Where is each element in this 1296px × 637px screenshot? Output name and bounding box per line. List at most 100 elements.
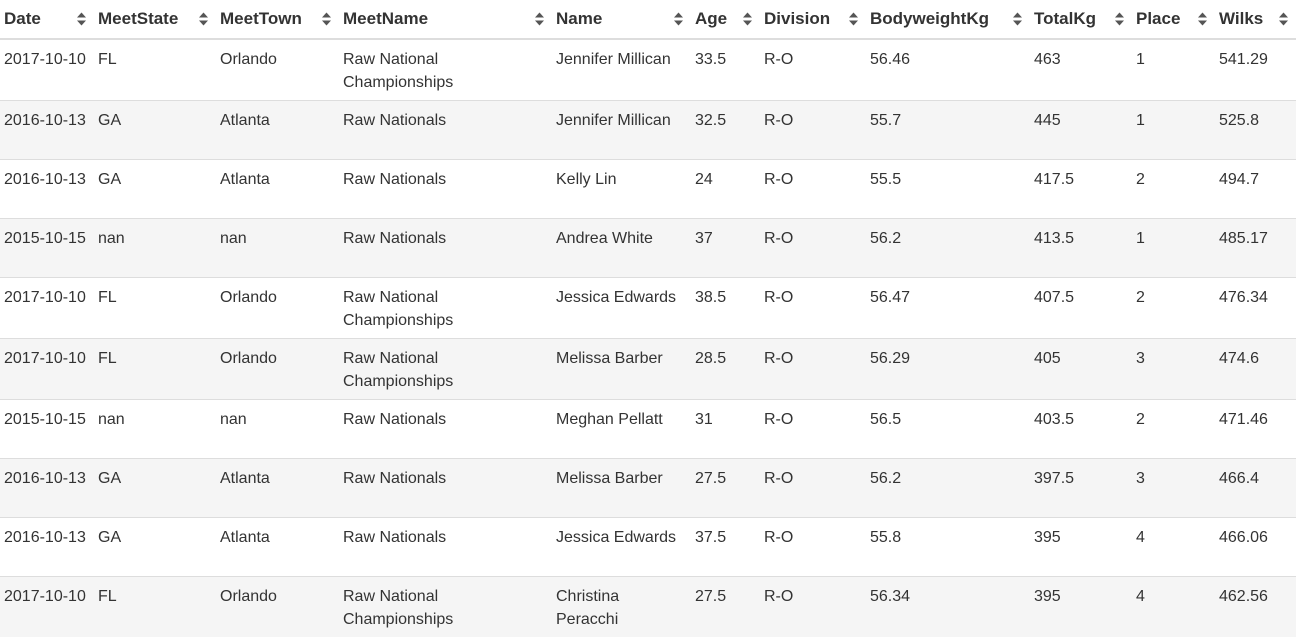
cell-division: R-O [760,459,866,518]
sort-both-icon[interactable] [1115,13,1124,26]
column-header-meetname[interactable]: MeetName [339,0,552,39]
cell-bodyweightkg: 56.29 [866,339,1030,400]
cell-division: R-O [760,278,866,339]
cell-date: 2016-10-13 [0,101,94,160]
sort-both-icon[interactable] [77,13,86,26]
cell-age: 24 [691,160,760,219]
cell-division: R-O [760,339,866,400]
cell-date: 2017-10-10 [0,339,94,400]
column-header-label: MeetName [343,9,428,29]
cell-name: Jennifer Millican [552,101,691,160]
sort-both-icon[interactable] [849,13,858,26]
cell-name: Andrea White [552,219,691,278]
cell-wilks: 541.29 [1215,39,1296,101]
sort-both-icon[interactable] [322,13,331,26]
cell-division: R-O [760,577,866,637]
cell-bodyweightkg: 56.2 [866,219,1030,278]
cell-meettown: Orlando [216,39,339,101]
cell-wilks: 476.34 [1215,278,1296,339]
cell-age: 27.5 [691,577,760,637]
cell-meettown: Orlando [216,577,339,637]
cell-place: 3 [1132,339,1215,400]
cell-bodyweightkg: 56.46 [866,39,1030,101]
cell-name: Jessica Edwards [552,278,691,339]
column-header-meetstate[interactable]: MeetState [94,0,216,39]
cell-age: 37.5 [691,518,760,577]
column-header-label: Place [1136,9,1180,29]
cell-wilks: 471.46 [1215,400,1296,459]
column-header-meettown[interactable]: MeetTown [216,0,339,39]
cell-meetstate: GA [94,160,216,219]
cell-meettown: Atlanta [216,101,339,160]
cell-wilks: 474.6 [1215,339,1296,400]
cell-meetstate: nan [94,219,216,278]
cell-division: R-O [760,39,866,101]
cell-date: 2016-10-13 [0,160,94,219]
cell-meetstate: FL [94,339,216,400]
cell-meettown: nan [216,400,339,459]
cell-wilks: 525.8 [1215,101,1296,160]
cell-name: Meghan Pellatt [552,400,691,459]
cell-place: 1 [1132,101,1215,160]
cell-meettown: Orlando [216,278,339,339]
column-header-bodyweightkg[interactable]: BodyweightKg [866,0,1030,39]
sort-both-icon[interactable] [199,13,208,26]
cell-meetname: Raw Nationals [339,459,552,518]
sort-both-icon[interactable] [535,13,544,26]
column-header-wilks[interactable]: Wilks [1215,0,1296,39]
cell-meetname: Raw National Championships [339,339,552,400]
column-header-label: BodyweightKg [870,9,989,29]
cell-age: 27.5 [691,459,760,518]
sort-both-icon[interactable] [1279,13,1288,26]
cell-bodyweightkg: 56.47 [866,278,1030,339]
sort-both-icon[interactable] [674,13,683,26]
sort-both-icon[interactable] [1013,13,1022,26]
column-header-label: Name [556,9,602,29]
column-header-label: Date [4,9,41,29]
cell-bodyweightkg: 55.5 [866,160,1030,219]
cell-meettown: Atlanta [216,518,339,577]
cell-place: 4 [1132,518,1215,577]
column-header-place[interactable]: Place [1132,0,1215,39]
cell-meetname: Raw Nationals [339,219,552,278]
cell-bodyweightkg: 56.5 [866,400,1030,459]
cell-bodyweightkg: 56.2 [866,459,1030,518]
column-header-date[interactable]: Date [0,0,94,39]
column-header-label: TotalKg [1034,9,1096,29]
column-header-label: Age [695,9,727,29]
cell-age: 37 [691,219,760,278]
cell-date: 2015-10-15 [0,400,94,459]
cell-division: R-O [760,400,866,459]
column-header-totalkg[interactable]: TotalKg [1030,0,1132,39]
column-header-name[interactable]: Name [552,0,691,39]
sort-both-icon[interactable] [1198,13,1207,26]
cell-meettown: Atlanta [216,160,339,219]
column-header-division[interactable]: Division [760,0,866,39]
cell-wilks: 466.4 [1215,459,1296,518]
cell-division: R-O [760,518,866,577]
cell-meetname: Raw National Championships [339,39,552,101]
cell-wilks: 466.06 [1215,518,1296,577]
cell-meettown: nan [216,219,339,278]
cell-date: 2017-10-10 [0,39,94,101]
cell-name: Kelly Lin [552,160,691,219]
cell-date: 2016-10-13 [0,459,94,518]
cell-totalkg: 403.5 [1030,400,1132,459]
column-header-age[interactable]: Age [691,0,760,39]
cell-meetstate: FL [94,39,216,101]
cell-name: Jennifer Millican [552,39,691,101]
cell-date: 2017-10-10 [0,577,94,637]
cell-totalkg: 417.5 [1030,160,1132,219]
cell-meetstate: GA [94,101,216,160]
cell-date: 2017-10-10 [0,278,94,339]
cell-meettown: Orlando [216,339,339,400]
sort-both-icon[interactable] [743,13,752,26]
